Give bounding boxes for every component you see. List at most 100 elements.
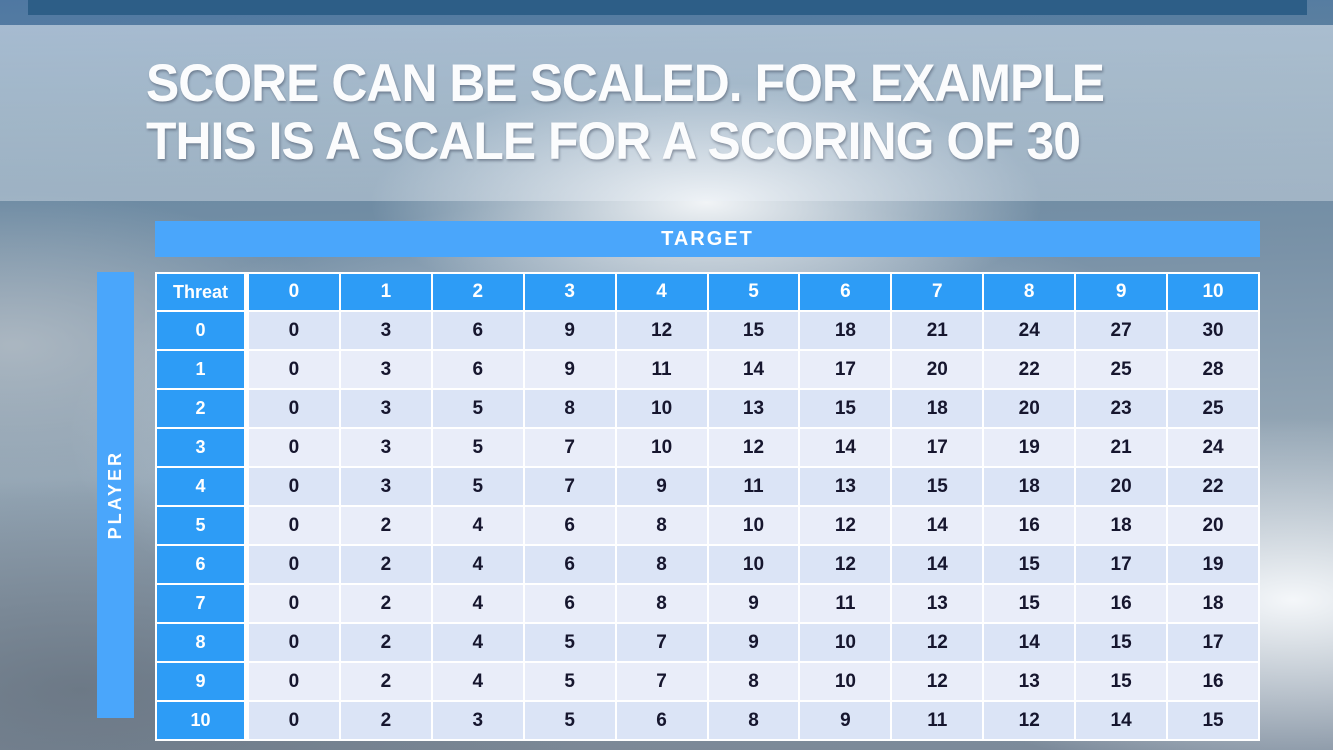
score-cell: 10: [708, 546, 799, 583]
player-row-header: 2: [157, 390, 247, 427]
score-cell: 8: [708, 663, 799, 700]
score-cell: 24: [1168, 429, 1258, 466]
score-cell: 8: [616, 546, 707, 583]
score-cell: 3: [340, 429, 431, 466]
score-cell: 4: [432, 507, 523, 544]
score-cell: 2: [340, 663, 431, 700]
target-column-header: 7: [892, 274, 983, 310]
score-cell: 23: [1076, 390, 1167, 427]
target-column-header: 2: [432, 274, 523, 310]
score-cell: 0: [249, 702, 339, 739]
score-cell: 14: [708, 351, 799, 388]
player-row-header: 6: [157, 546, 247, 583]
score-cell: 10: [616, 390, 707, 427]
score-cell: 5: [432, 390, 523, 427]
target-column-header: 8: [984, 274, 1075, 310]
title-line-2: THIS IS A SCALE FOR A SCORING OF 30: [146, 112, 1081, 171]
slide-title: SCORE CAN BE SCALED. FOR EXAMPLE THIS IS…: [0, 25, 1333, 171]
score-cell: 6: [524, 585, 615, 622]
score-cell: 12: [708, 429, 799, 466]
score-cell: 18: [1076, 507, 1167, 544]
score-cell: 9: [524, 312, 615, 349]
score-cell: 15: [984, 546, 1075, 583]
player-row-header: 5: [157, 507, 247, 544]
score-cell: 0: [249, 663, 339, 700]
score-cell: 7: [616, 663, 707, 700]
score-cell: 28: [1168, 351, 1258, 388]
score-cell: 12: [800, 546, 891, 583]
score-cell: 10: [800, 624, 891, 661]
player-row-header: 1: [157, 351, 247, 388]
score-cell: 10: [800, 663, 891, 700]
score-cell: 20: [984, 390, 1075, 427]
score-cell: 12: [892, 663, 983, 700]
score-cell: 6: [432, 312, 523, 349]
target-axis-band: TARGET: [155, 221, 1260, 257]
score-cell: 13: [984, 663, 1075, 700]
score-cell: 10: [616, 429, 707, 466]
score-cell: 2: [340, 507, 431, 544]
score-cell: 17: [1076, 546, 1167, 583]
score-row: 6 0 2 4 6 8 10 12 14 15 17 19: [157, 546, 1258, 583]
score-cell: 20: [1076, 468, 1167, 505]
target-axis-label: TARGET: [661, 227, 754, 250]
score-row: 0 0 3 6 9 12 15 18 21 24 27 30: [157, 312, 1258, 349]
score-cell: 3: [340, 390, 431, 427]
score-cell: 9: [800, 702, 891, 739]
target-column-header: 0: [249, 274, 339, 310]
score-cell: 11: [708, 468, 799, 505]
score-cell: 8: [708, 702, 799, 739]
score-cell: 5: [432, 468, 523, 505]
score-cell: 19: [984, 429, 1075, 466]
score-cell: 3: [340, 312, 431, 349]
score-cell: 15: [800, 390, 891, 427]
score-cell: 13: [708, 390, 799, 427]
score-row: 9 0 2 4 5 7 8 10 12 13 15 16: [157, 663, 1258, 700]
score-row: 4 0 3 5 7 9 11 13 15 18 20 22: [157, 468, 1258, 505]
score-cell: 8: [616, 507, 707, 544]
score-cell: 22: [984, 351, 1075, 388]
score-cell: 0: [249, 585, 339, 622]
score-cell: 0: [249, 624, 339, 661]
score-row: 7 0 2 4 6 8 9 11 13 15 16 18: [157, 585, 1258, 622]
target-column-header: 10: [1168, 274, 1258, 310]
target-column-header: 9: [1076, 274, 1167, 310]
score-cell: 15: [1076, 663, 1167, 700]
score-cell: 0: [249, 507, 339, 544]
score-row: 2 0 3 5 8 10 13 15 18 20 23 25: [157, 390, 1258, 427]
score-cell: 5: [524, 663, 615, 700]
score-cell: 25: [1076, 351, 1167, 388]
score-cell: 5: [432, 429, 523, 466]
score-cell: 16: [984, 507, 1075, 544]
player-row-header: 8: [157, 624, 247, 661]
player-row-header: 7: [157, 585, 247, 622]
score-cell: 13: [892, 585, 983, 622]
score-row: 1 0 3 6 9 11 14 17 20 22 25 28: [157, 351, 1258, 388]
score-row: 3 0 3 5 7 10 12 14 17 19 21 24: [157, 429, 1258, 466]
score-cell: 3: [340, 351, 431, 388]
score-cell: 3: [340, 468, 431, 505]
score-cell: 8: [524, 390, 615, 427]
score-cell: 22: [1168, 468, 1258, 505]
score-cell: 18: [1168, 585, 1258, 622]
score-cell: 15: [708, 312, 799, 349]
score-cell: 0: [249, 312, 339, 349]
title-band: SCORE CAN BE SCALED. FOR EXAMPLE THIS IS…: [0, 25, 1333, 201]
score-cell: 24: [984, 312, 1075, 349]
target-column-header: 1: [340, 274, 431, 310]
score-cell: 14: [800, 429, 891, 466]
player-row-header: 3: [157, 429, 247, 466]
score-cell: 14: [984, 624, 1075, 661]
score-cell: 11: [800, 585, 891, 622]
target-column-header: 6: [800, 274, 891, 310]
score-cell: 8: [616, 585, 707, 622]
score-cell: 3: [432, 702, 523, 739]
score-cell: 12: [892, 624, 983, 661]
score-cell: 21: [892, 312, 983, 349]
score-cell: 9: [616, 468, 707, 505]
score-cell: 6: [524, 546, 615, 583]
score-cell: 14: [892, 546, 983, 583]
score-cell: 21: [1076, 429, 1167, 466]
player-row-header: 10: [157, 702, 247, 739]
